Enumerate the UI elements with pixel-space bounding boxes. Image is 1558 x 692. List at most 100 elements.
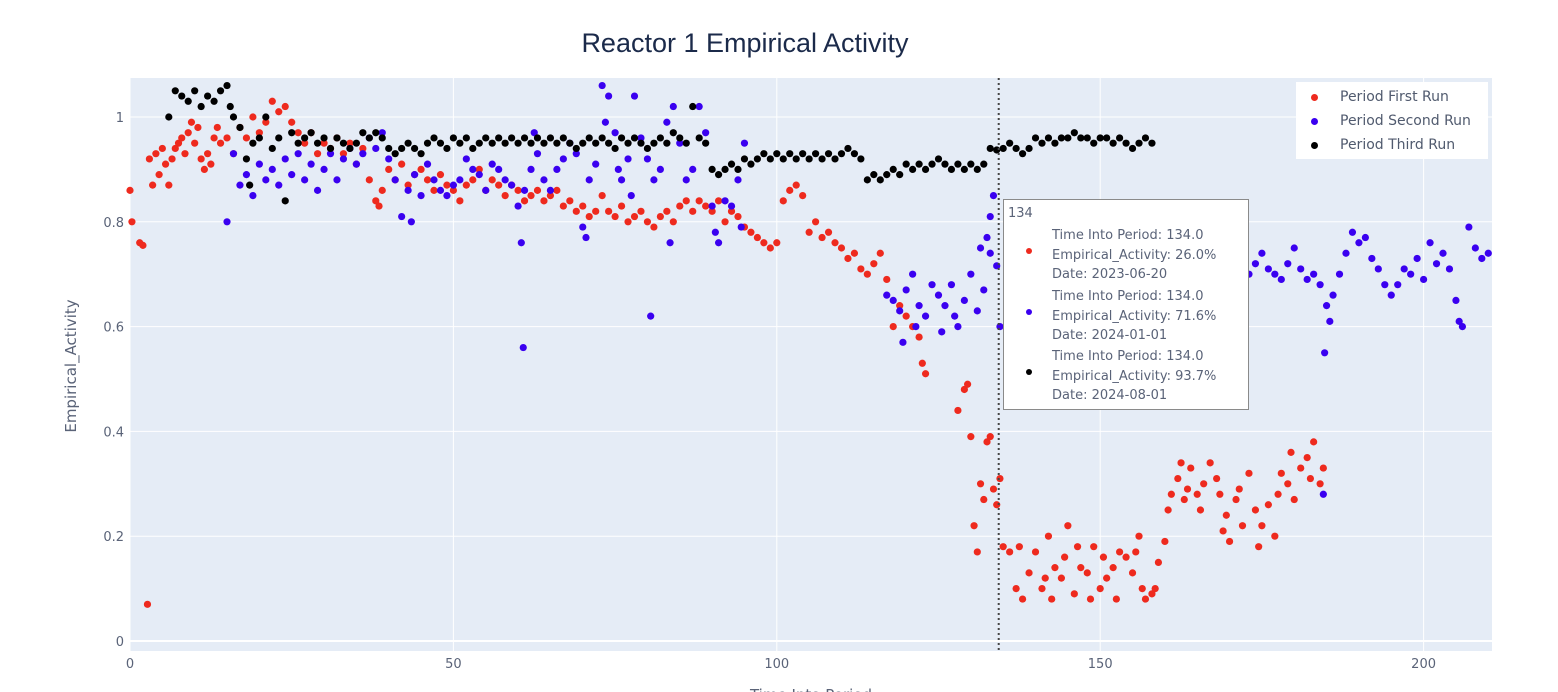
data-point[interactable] — [737, 223, 745, 231]
data-point[interactable] — [1303, 454, 1311, 462]
data-point[interactable] — [436, 171, 445, 179]
data-point[interactable] — [1455, 317, 1463, 325]
data-point[interactable] — [533, 134, 542, 142]
data-point[interactable] — [617, 134, 626, 142]
data-point[interactable] — [1025, 144, 1033, 153]
data-point[interactable] — [727, 202, 736, 210]
data-point[interactable] — [1420, 275, 1428, 284]
data-point[interactable] — [359, 129, 367, 137]
data-point[interactable] — [378, 129, 386, 137]
data-point[interactable] — [1057, 134, 1065, 142]
data-point[interactable] — [1458, 323, 1467, 331]
data-point[interactable] — [689, 207, 697, 215]
data-point[interactable] — [1471, 244, 1479, 252]
data-point[interactable] — [1083, 569, 1091, 577]
data-point[interactable] — [566, 139, 574, 147]
data-point[interactable] — [559, 155, 567, 163]
data-point[interactable] — [986, 249, 994, 257]
data-point[interactable] — [708, 207, 716, 215]
data-point[interactable] — [695, 102, 703, 111]
data-point[interactable] — [1232, 495, 1240, 504]
data-point[interactable] — [404, 186, 412, 194]
data-point[interactable] — [404, 139, 412, 147]
data-point[interactable] — [870, 260, 878, 268]
data-point[interactable] — [870, 171, 878, 179]
data-point[interactable] — [288, 129, 296, 137]
data-point[interactable] — [1335, 270, 1344, 278]
data-point[interactable] — [378, 134, 386, 142]
data-point[interactable] — [663, 207, 671, 215]
data-point[interactable] — [475, 165, 483, 173]
data-point[interactable] — [1070, 129, 1078, 137]
data-point[interactable] — [902, 286, 910, 294]
data-point[interactable] — [656, 134, 664, 142]
data-point[interactable] — [1135, 532, 1143, 540]
data-point[interactable] — [630, 134, 639, 142]
data-point[interactable] — [197, 102, 205, 111]
data-point[interactable] — [682, 139, 690, 147]
data-point[interactable] — [1316, 480, 1324, 488]
data-point[interactable] — [436, 186, 445, 194]
data-point[interactable] — [1445, 265, 1454, 273]
data-point[interactable] — [818, 233, 826, 242]
data-point[interactable] — [404, 181, 412, 189]
data-point[interactable] — [1465, 223, 1473, 231]
data-point[interactable] — [1187, 464, 1195, 472]
data-point[interactable] — [896, 302, 904, 310]
data-point[interactable] — [145, 155, 154, 163]
data-point[interactable] — [967, 270, 975, 278]
data-point[interactable] — [242, 134, 251, 142]
data-point[interactable] — [255, 160, 263, 168]
data-point[interactable] — [391, 176, 399, 184]
data-point[interactable] — [242, 171, 251, 179]
data-point[interactable] — [168, 155, 176, 163]
data-point[interactable] — [805, 155, 813, 163]
data-point[interactable] — [1122, 553, 1130, 561]
data-point[interactable] — [1439, 249, 1447, 257]
data-point[interactable] — [1109, 139, 1117, 147]
data-point[interactable] — [262, 176, 270, 184]
data-point[interactable] — [760, 239, 768, 247]
data-point[interactable] — [1044, 134, 1053, 142]
data-point[interactable] — [449, 134, 457, 142]
data-point[interactable] — [973, 307, 981, 315]
data-point[interactable] — [1090, 543, 1098, 551]
data-point[interactable] — [375, 202, 383, 210]
data-point[interactable] — [941, 160, 949, 168]
data-point[interactable] — [676, 139, 684, 147]
data-point[interactable] — [313, 139, 322, 147]
data-point[interactable] — [249, 192, 257, 200]
data-point[interactable] — [126, 186, 134, 194]
data-point[interactable] — [980, 160, 988, 168]
data-point[interactable] — [837, 150, 846, 158]
data-point[interactable] — [611, 212, 619, 221]
data-point[interactable] — [517, 239, 525, 247]
data-point[interactable] — [1287, 448, 1295, 456]
data-point[interactable] — [695, 134, 703, 142]
data-point[interactable] — [1290, 244, 1298, 252]
data-point[interactable] — [530, 129, 538, 137]
data-point[interactable] — [533, 186, 542, 194]
data-point[interactable] — [346, 139, 354, 147]
data-point[interactable] — [559, 134, 567, 142]
data-point[interactable] — [1061, 553, 1069, 561]
data-point[interactable] — [1400, 265, 1408, 273]
data-point[interactable] — [1213, 474, 1221, 483]
data-point[interactable] — [216, 87, 225, 95]
data-point[interactable] — [1018, 595, 1027, 603]
data-point[interactable] — [1138, 585, 1146, 593]
data-point[interactable] — [1051, 564, 1059, 572]
data-point[interactable] — [614, 165, 622, 173]
data-point[interactable] — [385, 165, 393, 173]
data-point[interactable] — [624, 218, 632, 226]
data-point[interactable] — [714, 197, 723, 205]
data-point[interactable] — [1271, 532, 1279, 540]
data-point[interactable] — [210, 97, 218, 105]
data-point[interactable] — [161, 160, 170, 168]
data-point[interactable] — [863, 176, 871, 184]
data-point[interactable] — [443, 192, 451, 200]
data-point[interactable] — [960, 385, 968, 394]
data-point[interactable] — [1274, 490, 1282, 498]
data-point[interactable] — [301, 176, 309, 184]
data-point[interactable] — [155, 171, 163, 179]
